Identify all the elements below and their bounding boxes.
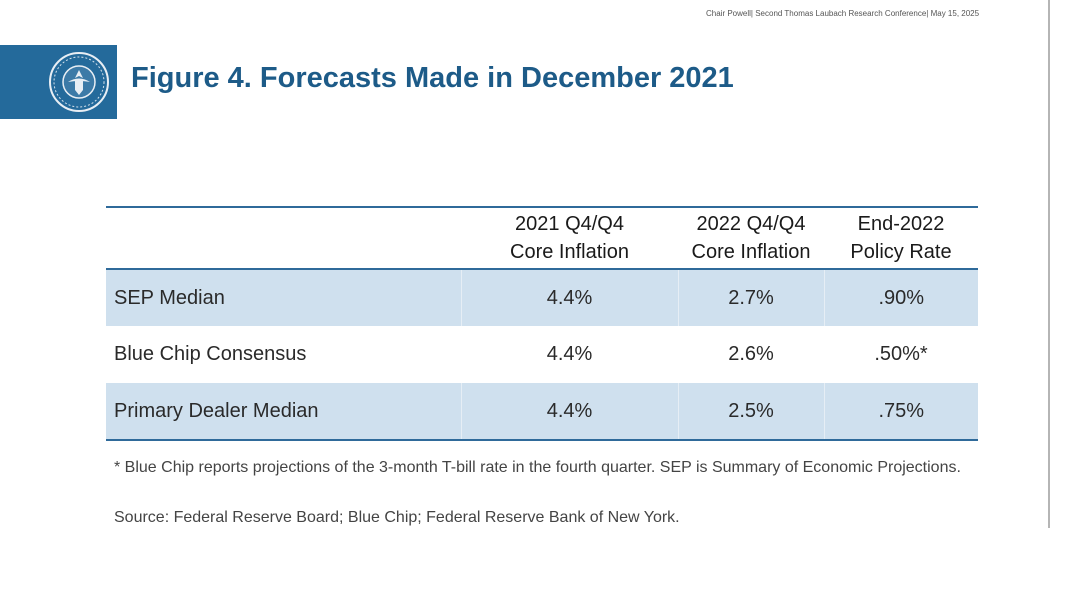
column-header-line: 2022 Q4/Q4 xyxy=(696,213,806,235)
table-cell: .90% xyxy=(823,269,978,326)
right-border-rule xyxy=(1048,0,1050,528)
federal-reserve-seal-icon xyxy=(49,52,109,112)
table-row: Blue Chip Consensus 4.4% 2.6% .50%* xyxy=(106,326,978,383)
page-title: Figure 4. Forecasts Made in December 202… xyxy=(131,62,734,94)
footnote: * Blue Chip reports projections of the 3… xyxy=(114,459,961,476)
row-label: SEP Median xyxy=(106,269,461,326)
table-cell: 4.4% xyxy=(460,383,678,440)
column-header-line: 2021 Q4/Q4 xyxy=(515,213,624,235)
table-cell: 2.7% xyxy=(677,269,824,326)
source-note: Source: Federal Reserve Board; Blue Chip… xyxy=(114,509,680,526)
table-cell: 2.6% xyxy=(728,343,774,365)
column-header-line: Policy Rate xyxy=(850,241,952,263)
column-header-line: End-2022 xyxy=(857,213,945,235)
column-header-2022-core-inflation: 2022 Q4/Q4 Core Inflation xyxy=(678,207,824,269)
table-cell: 2.5% xyxy=(677,383,824,440)
table-header-row: 2021 Q4/Q4 Core Inflation 2022 Q4/Q4 Cor… xyxy=(106,207,978,269)
table-cell: .50%* xyxy=(874,343,928,365)
seal-banner xyxy=(0,45,117,119)
table-cell: 4.4% xyxy=(546,343,593,365)
column-header-line: Core Inflation xyxy=(510,241,629,263)
forecast-table: 2021 Q4/Q4 Core Inflation 2022 Q4/Q4 Cor… xyxy=(106,206,978,441)
table-row: Primary Dealer Median 4.4% 2.5% .75% xyxy=(106,383,978,440)
row-label: Primary Dealer Median xyxy=(106,383,461,440)
column-header-policy-rate: End-2022 Policy Rate xyxy=(824,207,978,269)
table-cell: 4.4% xyxy=(460,269,678,326)
column-header-blank xyxy=(106,207,461,269)
table-row: SEP Median 4.4% 2.7% .90% xyxy=(106,269,978,326)
column-header-line: Core Inflation xyxy=(691,241,811,263)
row-label: Blue Chip Consensus xyxy=(114,343,307,365)
column-header-2021-core-inflation: 2021 Q4/Q4 Core Inflation xyxy=(461,207,678,269)
table-cell: .75% xyxy=(823,383,978,440)
header-note: Chair Powell| Second Thomas Laubach Rese… xyxy=(706,9,980,18)
